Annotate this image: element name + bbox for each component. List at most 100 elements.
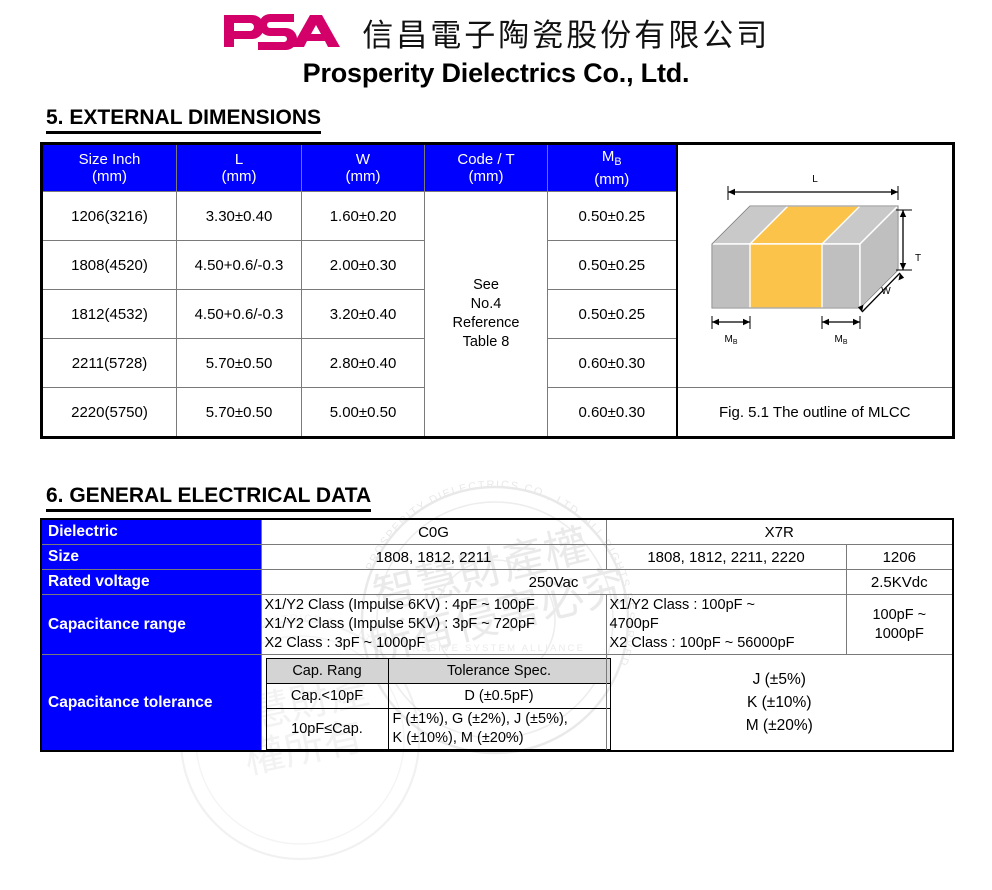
mlcc-outline-icon: L T	[710, 174, 921, 346]
cap-range-1206-line2: 1000pF	[874, 625, 924, 642]
table-row-capacitance-range: Capacitance range X1/Y2 Class (Impulse 6…	[40, 594, 954, 655]
cap-range-1206-line1: 100pF ~	[872, 606, 927, 623]
cap-range-x7r-line2: 4700pF	[609, 616, 659, 632]
cell-size: 1808(4520)	[41, 240, 177, 290]
col-header-mb-line2: (mm)	[594, 171, 630, 188]
cell-size: 1812(4532)	[41, 289, 177, 339]
cell-width: 2.80±0.40	[301, 338, 425, 388]
cap-range-x7r-line1: X1/Y2 Class : 100pF ~	[609, 597, 755, 613]
svg-text:T: T	[915, 253, 921, 264]
cell-code-t-note: See No.4 Reference Table 8	[424, 191, 548, 438]
col-header-width: W (mm)	[301, 143, 425, 192]
cell-cap-range-1206: 100pF ~ 1000pF	[845, 594, 954, 655]
sub-table-row: Cap.<10pF D (±0.5pF)	[265, 683, 611, 709]
cell-size: 2220(5750)	[41, 387, 177, 438]
col-header-mb-subscript: B	[614, 156, 622, 168]
row-label-size: Size	[40, 544, 262, 570]
col-header-mb-line1: MB	[601, 148, 622, 168]
col-header-length: L (mm)	[176, 143, 302, 192]
cell-cap-range-c0g: X1/Y2 Class (Impulse 6KV) : 4pF ~ 100pF …	[260, 594, 607, 655]
tolerance-x7r-line2: K (±10%)	[747, 694, 812, 711]
row-label-rated-voltage: Rated voltage	[40, 569, 262, 595]
col-header-width-line1: W	[355, 151, 371, 168]
cell-length: 3.30±0.40	[176, 191, 302, 241]
table-header-row: Size Inch (mm) L (mm) W (mm) Code / T (m…	[41, 143, 954, 388]
col-header-width-line2: (mm)	[345, 168, 381, 185]
svg-text:MB: MB	[834, 334, 847, 346]
cap-range-c0g-line3: X2 Class : 3pF ~ 1000pF	[264, 635, 426, 651]
figure-caption: Fig. 5.1 The outline of MLCC	[675, 387, 954, 438]
cell-width: 3.20±0.40	[301, 289, 425, 339]
cell-mb: 0.60±0.30	[547, 338, 677, 388]
tolerance-sub-table: Cap. Rang Tolerance Spec. Cap.<10pF D (±…	[265, 658, 611, 750]
cell-mb: 0.50±0.25	[547, 289, 677, 339]
col-header-code-t-line2: (mm)	[468, 168, 504, 185]
cell-size-c0g: 1808, 1812, 2211	[260, 544, 607, 570]
logo-row: 信昌電子陶瓷股份有限公司	[0, 8, 992, 53]
general-electrical-data-table: Dielectric C0G X7R Size 1808, 1812, 2211…	[40, 518, 954, 752]
svg-text:W: W	[881, 286, 891, 297]
svg-text:MB: MB	[724, 334, 737, 346]
table-row-dielectric: Dielectric C0G X7R	[40, 518, 954, 545]
tolerance-x7r-line1: J (±5%)	[752, 671, 806, 688]
col-header-size-line1: Size Inch	[78, 151, 141, 168]
company-name-chinese: 信昌電子陶瓷股份有限公司	[362, 18, 771, 53]
section-title-general-electrical-data: 6. GENERAL ELECTRICAL DATA	[46, 484, 372, 512]
cell-dielectric-x7r: X7R	[605, 518, 954, 545]
cell-mb: 0.50±0.25	[547, 240, 677, 290]
table-row: 1812(4532) 4.50+0.6/-0.3 3.20±0.40 0.50±…	[41, 289, 954, 339]
sub-table-header-row: Cap. Rang Tolerance Spec.	[265, 658, 611, 684]
table-row-capacitance-tolerance: Capacitance tolerance Cap. Rang Toleranc…	[40, 654, 954, 752]
table-row: 2220(5750) 5.70±0.50 5.00±0.50 0.60±0.30…	[41, 387, 954, 438]
sub-cell-spec-lt10pf: D (±0.5pF)	[387, 683, 611, 709]
cell-length: 5.70±0.50	[176, 387, 302, 438]
sub-col-header-cap-range: Cap. Rang	[265, 658, 389, 684]
cell-cap-tolerance-c0g: Cap. Rang Tolerance Spec. Cap.<10pF D (±…	[260, 654, 611, 752]
cap-range-c0g-line2: X1/Y2 Class (Impulse 5KV) : 3pF ~ 720pF	[264, 616, 535, 632]
sub-cell-spec-ge10pf: F (±1%), G (±2%), J (±5%), K (±10%), M (…	[387, 708, 611, 750]
cell-rated-voltage-small: 2.5KVdc	[845, 569, 954, 595]
row-label-dielectric: Dielectric	[40, 518, 262, 545]
company-name-english: Prosperity Dielectrics Co., Ltd.	[302, 58, 690, 88]
cell-length: 5.70±0.50	[176, 338, 302, 388]
company-header: 信昌電子陶瓷股份有限公司 Prosperity Dielectrics Co.,…	[0, 0, 992, 100]
mlcc-figure-cell: L T	[675, 143, 954, 388]
row-label-capacitance-range: Capacitance range	[40, 594, 262, 655]
cell-mb: 0.50±0.25	[547, 191, 677, 241]
cell-size-x7r-1206: 1206	[845, 544, 954, 570]
sub-cell-spec-ge10pf-line2: K (±10%), M (±20%)	[392, 730, 524, 746]
col-header-code-t-line1: Code / T	[457, 151, 515, 168]
tolerance-x7r-line3: M (±20%)	[745, 717, 813, 734]
psa-logo-icon	[223, 13, 340, 50]
cell-rated-voltage-main: 250Vac	[260, 569, 847, 595]
cell-size: 2211(5728)	[41, 338, 177, 388]
sub-cell-spec-ge10pf-line1: F (±1%), G (±2%), J (±5%),	[392, 711, 568, 727]
cell-mb: 0.60±0.30	[547, 387, 677, 438]
table-row-rated-voltage: Rated voltage 250Vac 2.5KVdc	[40, 569, 954, 595]
table-row-size: Size 1808, 1812, 2211 1808, 1812, 2211, …	[40, 544, 954, 570]
sub-table-row: 10pF≤Cap. F (±1%), G (±2%), J (±5%), K (…	[265, 708, 611, 750]
cell-size: 1206(3216)	[41, 191, 177, 241]
cell-width: 5.00±0.50	[301, 387, 425, 438]
table-row: 1206(3216) 3.30±0.40 1.60±0.20 See No.4 Re…	[41, 191, 954, 438]
col-header-mb: MB (mm)	[547, 143, 677, 192]
section-title-external-dimensions: 5. EXTERNAL DIMENSIONS	[46, 106, 321, 134]
cell-size-x7r: 1808, 1812, 2211, 2220	[605, 544, 847, 570]
cell-width: 2.00±0.30	[301, 240, 425, 290]
cell-length: 4.50+0.6/-0.3	[176, 240, 302, 290]
cap-range-x7r-line3: X2 Class : 100pF ~ 56000pF	[609, 635, 795, 651]
row-label-capacitance-tolerance: Capacitance tolerance	[40, 654, 262, 752]
cell-cap-tolerance-x7r: J (±5%) K (±10%) M (±20%)	[605, 654, 954, 752]
cell-width: 1.60±0.20	[301, 191, 425, 241]
sub-col-header-tolerance-spec: Tolerance Spec.	[387, 658, 611, 684]
table-row: 1808(4520) 4.50+0.6/-0.3 2.00±0.30 0.50±…	[41, 240, 954, 290]
cell-length: 4.50+0.6/-0.3	[176, 289, 302, 339]
col-header-size: Size Inch (mm)	[41, 143, 177, 192]
cell-dielectric-c0g: C0G	[260, 518, 607, 545]
col-header-length-line2: (mm)	[221, 168, 257, 185]
sub-cell-range-ge10pf: 10pF≤Cap.	[265, 708, 389, 750]
cell-cap-range-x7r: X1/Y2 Class : 100pF ~ 4700pF X2 Class : …	[605, 594, 847, 655]
cap-range-c0g-line1: X1/Y2 Class (Impulse 6KV) : 4pF ~ 100pF	[264, 597, 535, 613]
table-row: 2211(5728) 5.70±0.50 2.80±0.40 0.60±0.30	[41, 338, 954, 388]
col-header-length-line1: L	[234, 151, 244, 168]
